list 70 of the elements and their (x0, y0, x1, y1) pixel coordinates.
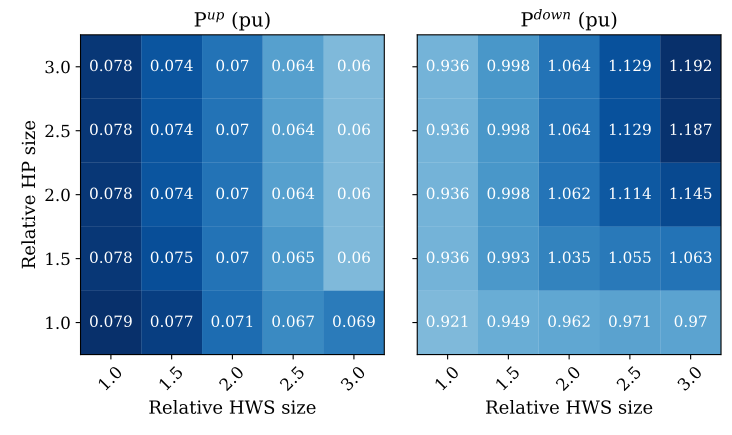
x-tick-label: 1.0 (434, 365, 460, 391)
data-label: 0.074 (150, 60, 193, 72)
data-label: 0.065 (272, 251, 314, 264)
data-label: 0.998 (488, 124, 530, 136)
data-label: 0.078 (90, 60, 132, 72)
data-label: 0.936 (426, 60, 469, 72)
x-tick-label: 2.5 (279, 365, 306, 392)
data-label: 1.035 (549, 251, 590, 264)
x-tick-label: 1.5 (494, 365, 520, 391)
y-tick-label: 2.5 (45, 124, 70, 138)
y-axis-title: Relative HP size (21, 120, 36, 268)
data-label: 0.078 (90, 188, 132, 200)
data-label: 1.064 (549, 60, 590, 72)
data-label: 0.071 (212, 315, 252, 327)
data-label: 0.07 (216, 60, 248, 72)
data-label: 0.075 (150, 251, 192, 264)
data-label: 0.998 (488, 188, 530, 200)
y-tick-label: 3.0 (46, 60, 70, 74)
data-label: 0.064 (272, 60, 314, 72)
data-label: 0.078 (90, 251, 132, 264)
x-axis-title: Relative HWS size (149, 400, 316, 414)
x-tick-label: 1.0 (97, 365, 123, 391)
data-label: 0.077 (150, 315, 192, 327)
data-label: 0.936 (426, 124, 469, 136)
x-tick-label: 2.0 (555, 365, 582, 392)
data-label: 1.192 (670, 60, 712, 72)
data-label: 0.971 (609, 315, 650, 327)
y-tick-label: 2.0 (45, 188, 70, 202)
data-label: 1.062 (549, 188, 590, 200)
data-label: 0.078 (90, 124, 132, 136)
data-label: 1.063 (670, 251, 712, 264)
data-label: 0.074 (150, 124, 193, 136)
data-label: 1.129 (610, 60, 651, 72)
data-label: 1.114 (610, 188, 651, 200)
data-label: 0.074 (150, 188, 193, 200)
x-tick-label: 3.0 (340, 365, 366, 392)
data-label: 1.129 (610, 124, 651, 136)
data-label: 1.145 (670, 188, 712, 200)
data-label: 1.187 (670, 124, 712, 136)
data-label: 0.936 (426, 251, 469, 264)
data-label: 0.921 (426, 315, 468, 327)
data-label: 1.055 (610, 251, 651, 264)
data-label: 0.949 (488, 315, 530, 327)
data-label: 1.064 (549, 124, 590, 136)
data-label: 0.936 (426, 188, 469, 200)
x-tick-label: 1.5 (158, 365, 184, 391)
data-label: 0.06 (338, 251, 370, 264)
data-label: 0.06 (338, 188, 370, 200)
x-tick-label: 3.0 (676, 365, 703, 392)
data-label: 0.06 (338, 60, 370, 72)
data-label: 0.064 (272, 188, 314, 200)
data-label: 0.962 (548, 315, 590, 327)
data-label: 0.998 (488, 60, 530, 72)
data-label: 0.06 (338, 124, 370, 136)
chart-title: P$^{down}$ (pu) (521, 8, 616, 30)
y-tick-label: 1.0 (46, 316, 70, 330)
chart-title: P$^{up}$ (pu) (194, 12, 270, 31)
x-tick-label: 2.5 (616, 365, 642, 392)
data-label: 0.079 (90, 315, 132, 327)
data-label: 0.993 (488, 251, 530, 264)
data-label: 0.069 (333, 315, 375, 327)
data-label: 0.067 (272, 315, 314, 327)
data-label: 0.07 (216, 251, 248, 264)
data-label: 0.064 (272, 124, 314, 136)
data-label: 0.07 (216, 124, 248, 136)
x-axis-title: Relative HWS size (486, 400, 652, 414)
y-tick-label: 1.5 (46, 252, 70, 266)
data-label: 0.97 (674, 315, 707, 327)
data-label: 0.07 (216, 188, 248, 200)
x-tick-label: 2.0 (218, 365, 244, 392)
